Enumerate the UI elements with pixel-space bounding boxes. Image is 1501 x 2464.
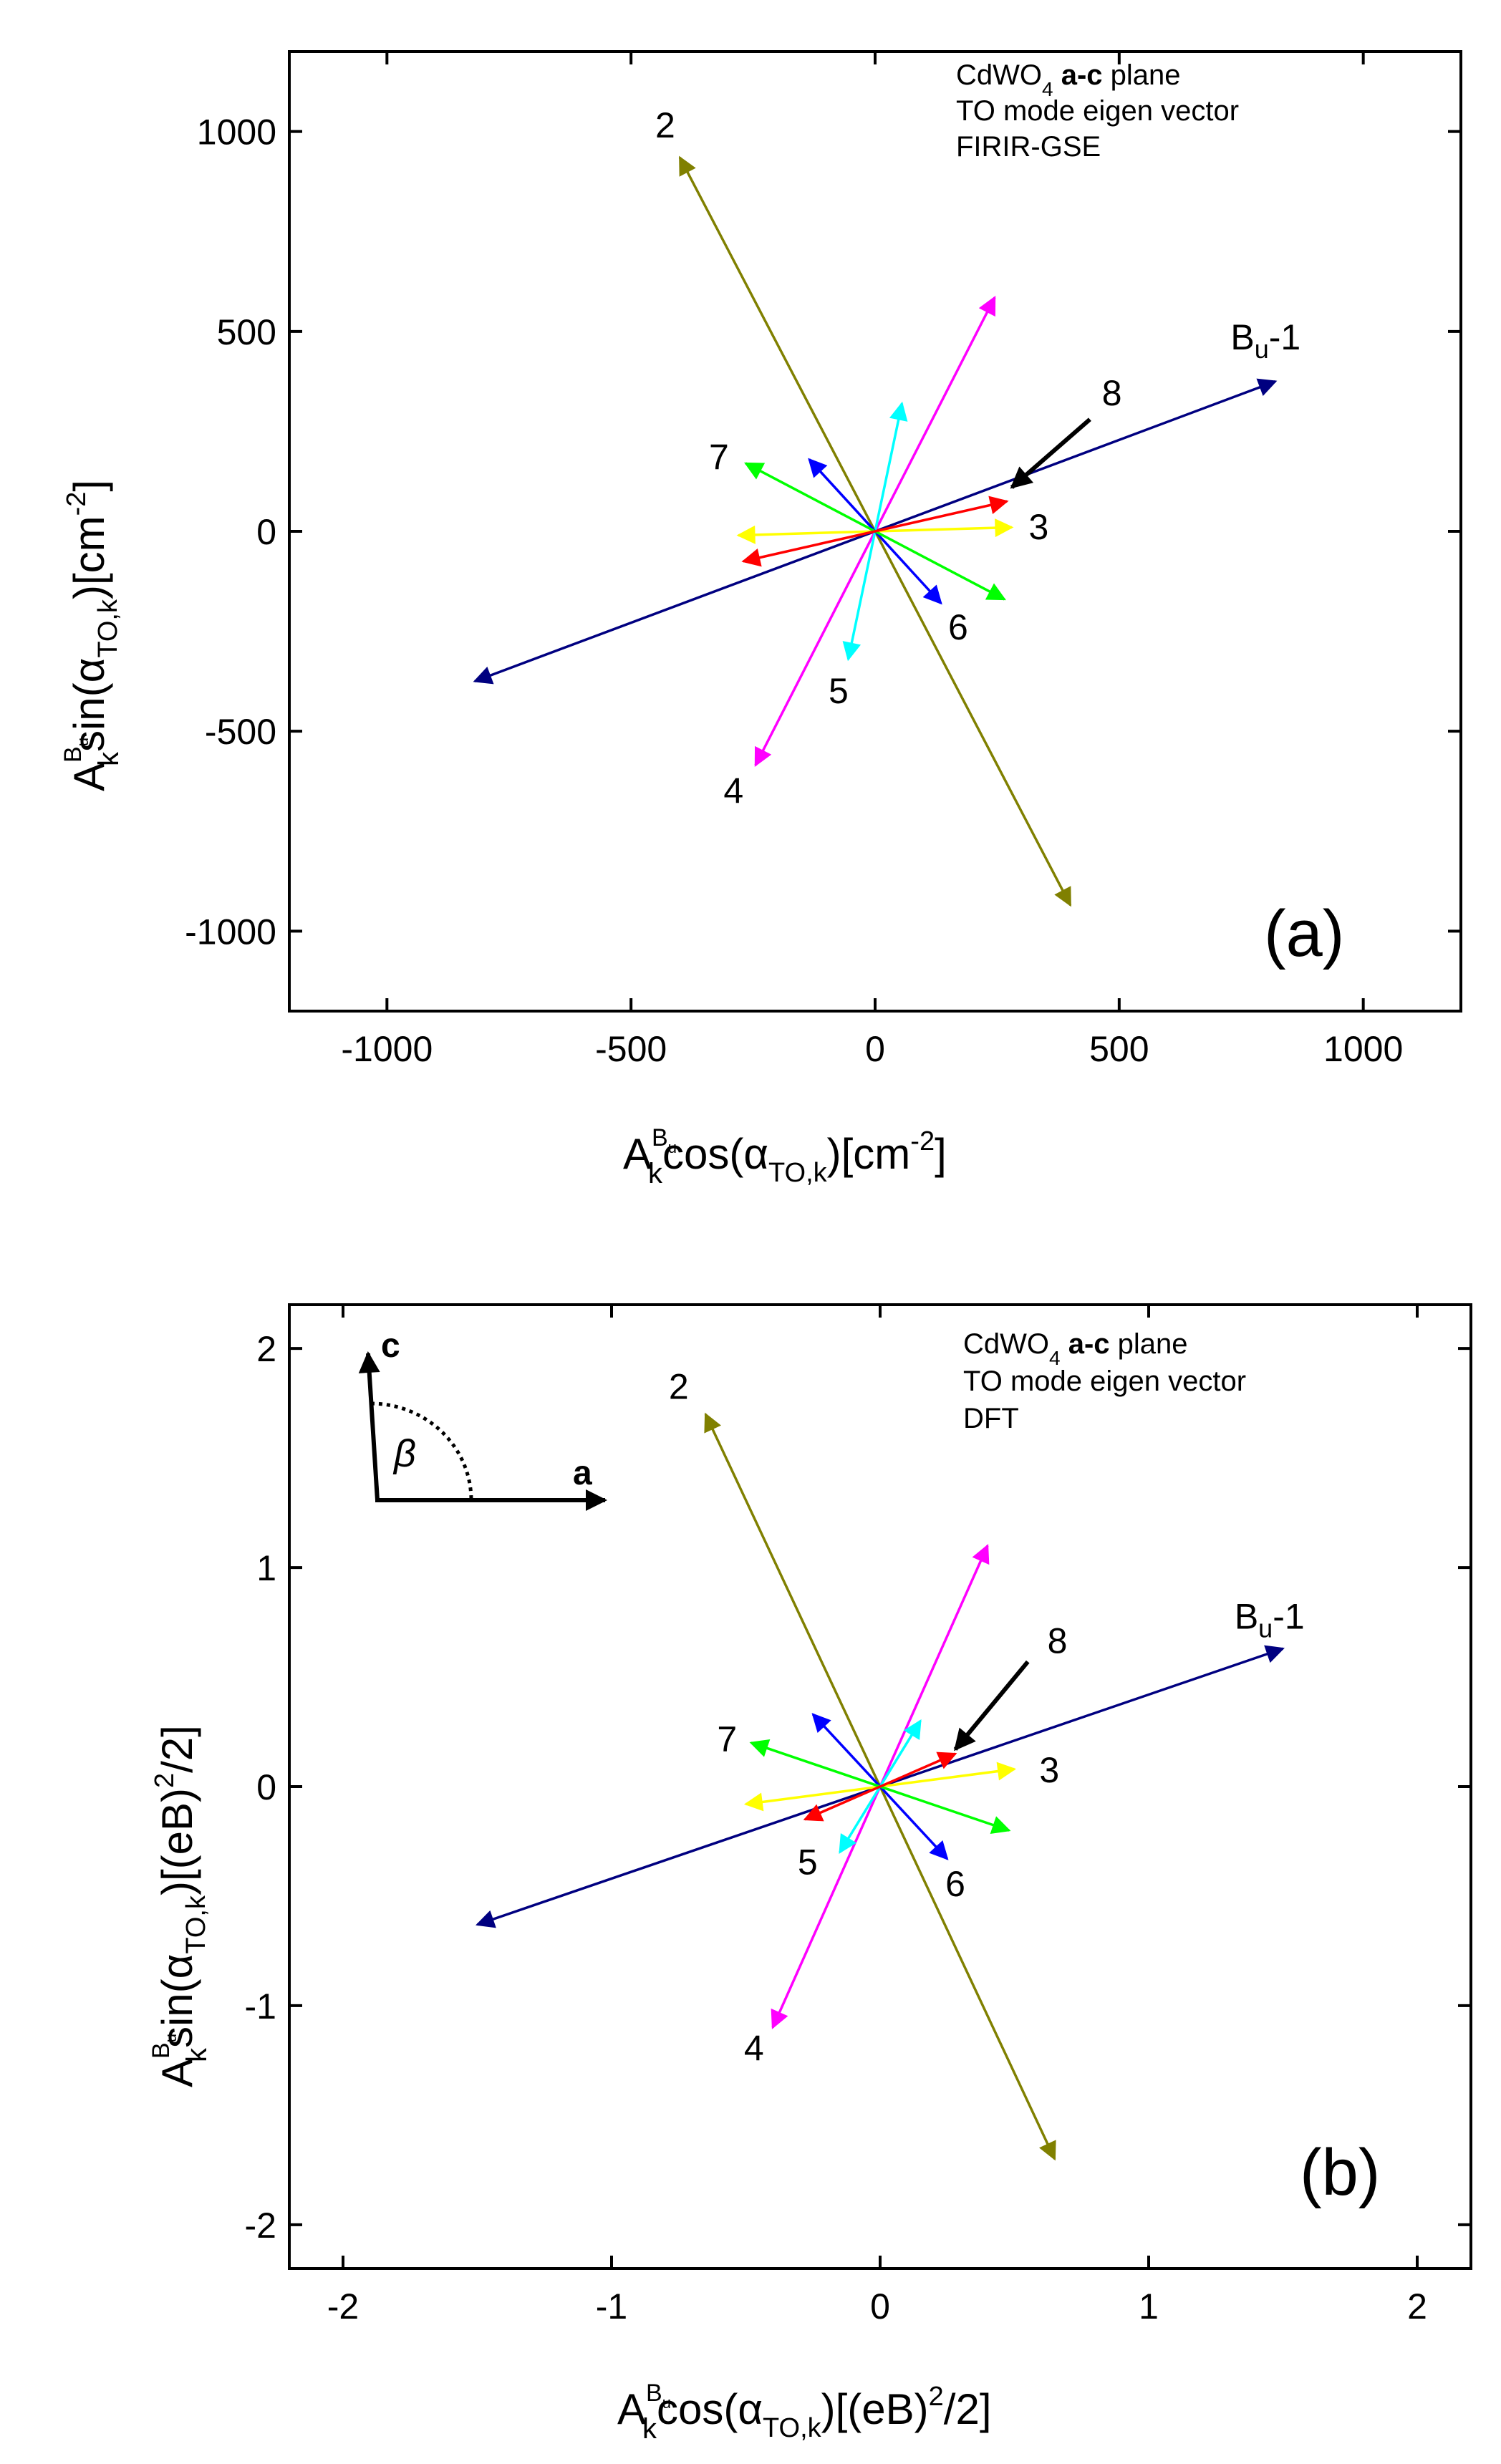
annotation-a-line2: TO mode eigen vector [956, 95, 1239, 127]
annotation-b-line2: TO mode eigen vector [963, 1366, 1246, 1397]
x-tick-label-b: 1 [1139, 2286, 1159, 2327]
vector-label-3-b: 3 [1039, 1750, 1059, 1790]
crystal-axes-inset: c a β [358, 1327, 607, 1511]
x-tick-label-a: -1000 [341, 1029, 433, 1069]
panel-a: -1000 -500 0 500 1000 -1000 -500 0 500 1000 Bu-1 2… [59, 50, 1462, 1189]
vectors-a [473, 155, 1278, 907]
y-tick-label-b: 0 [256, 1767, 276, 1807]
y-tick-label-a: -500 [205, 712, 276, 752]
vector-label-8-a: 8 [1102, 373, 1122, 413]
x-tick-label-a: 0 [865, 1029, 885, 1069]
x-axis-title-b: ABu kcos(αTO,k)[(eB)2/2] [617, 2380, 992, 2445]
y-axis-title-a: ABuksin(αTO,k)[cm-2] [59, 480, 125, 791]
y-tick-label-b: 1 [256, 1548, 276, 1588]
vector-label-6-a: 6 [948, 607, 968, 647]
y-tick-label-a: 1000 [197, 112, 276, 153]
beta-angle-arc [370, 1401, 473, 1501]
vector-label-7-a: 7 [709, 437, 729, 477]
y-tick-label-b: -1 [245, 1986, 276, 2026]
vector-labels-b: Bu-1 2 3 4 5 6 7 8 [669, 1367, 1305, 2069]
vector-label-1-a: Bu-1 [1230, 317, 1300, 364]
vector-mode-8-a [741, 496, 1009, 567]
panel-label-a: (a) [1264, 897, 1344, 970]
annotation-a: CdWO4 a-c plane [956, 59, 1181, 100]
vector-mode-8-b [803, 1752, 957, 1822]
ticks-b: -2 -1 0 1 2 -2 -1 0 1 2 [245, 1305, 1471, 2327]
y-tick-label-b: 2 [256, 1329, 276, 1369]
vectors-b [476, 1412, 1285, 2161]
vector-label-1-b: Bu-1 [1235, 1597, 1305, 1643]
ticks-a: -1000 -500 0 500 1000 -1000 -500 0 500 1000 [185, 52, 1461, 1069]
annotation-b-line3: DFT [963, 1403, 1019, 1434]
c-axis-label: c [381, 1327, 400, 1365]
vector-label-5-a: 5 [829, 671, 849, 711]
beta-label: β [392, 1432, 416, 1475]
vector-label-8-b: 8 [1048, 1620, 1068, 1661]
y-axis-title-b: ABuksin(αTO,k)[(eB)2/2] [148, 1725, 213, 2087]
vector-label-2-a: 2 [655, 105, 675, 145]
panel-b: -2 -1 0 1 2 -2 -1 0 1 2 Bu-1 2 3 4 5 6 7 8 CdWO4 a-c pla… [148, 1303, 1472, 2445]
vector-label-4-a: 4 [723, 771, 743, 811]
vector-label-4-b: 4 [744, 2028, 764, 2068]
y-tick-label-b: -2 [245, 2205, 276, 2246]
y-tick-label-a: 0 [256, 512, 276, 552]
a-axis-label: a [573, 1454, 592, 1492]
x-tick-label-b: -2 [327, 2286, 359, 2327]
panel-label-b: (b) [1300, 2136, 1380, 2209]
vector-label-7-b: 7 [717, 1719, 737, 1759]
y-tick-label-a: -1000 [185, 912, 276, 952]
x-tick-label-b: 2 [1407, 2286, 1427, 2327]
annotation-b: CdWO4 a-c plane [963, 1328, 1188, 1369]
x-tick-label-b: -1 [596, 2286, 627, 2327]
x-tick-label-b: 0 [870, 2286, 890, 2327]
c-axis-arrow [358, 1351, 380, 1501]
x-tick-label-a: 500 [1089, 1029, 1149, 1069]
vector-label-3-a: 3 [1028, 507, 1048, 547]
annotation-a-line3: FIRIR-GSE [956, 131, 1101, 163]
x-tick-label-a: 1000 [1323, 1029, 1403, 1069]
y-tick-label-a: 500 [217, 312, 276, 352]
x-tick-label-a: -500 [595, 1029, 667, 1069]
pointer-arrow-b [953, 1660, 1030, 1752]
vector-label-6-b: 6 [945, 1864, 965, 1904]
vector-label-2-b: 2 [669, 1367, 689, 1407]
vector-label-5-b: 5 [798, 1842, 818, 1882]
x-axis-title-a: ABu kcos(αTO,k)[cm-2] [623, 1124, 947, 1189]
vector-labels-a: Bu-1 2 3 4 5 6 7 8 [655, 105, 1300, 811]
pointer-arrow-a [1010, 417, 1091, 489]
